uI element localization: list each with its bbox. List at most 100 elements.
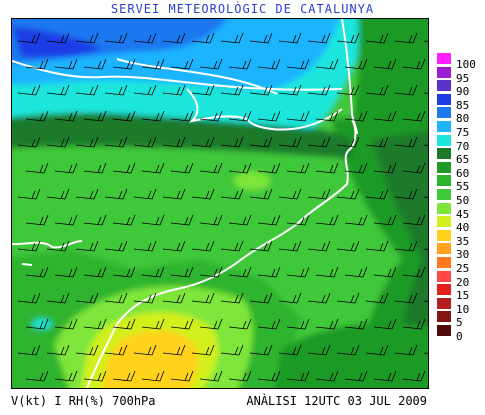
wind-barb: [191, 344, 215, 356]
wind-barb: [75, 344, 99, 356]
wind-barb: [373, 318, 397, 330]
wind-barb: [365, 84, 389, 96]
wind-barb: [373, 162, 397, 174]
wind-barb: [394, 32, 418, 44]
wind-barb: [162, 188, 186, 200]
wind-barb: [54, 214, 78, 226]
wind-barb: [307, 292, 331, 304]
legend-swatch: [437, 325, 451, 336]
wind-barb: [54, 58, 78, 70]
wind-barb: [46, 240, 70, 252]
wind-barb: [307, 188, 331, 200]
wind-barb: [141, 58, 165, 70]
humidity-field: [12, 19, 428, 388]
wind-barb: [199, 58, 223, 70]
wind-barb: [220, 84, 244, 96]
wind-barb: [402, 110, 426, 122]
wind-barb: [133, 32, 157, 44]
wind-barb: [83, 58, 107, 70]
legend-label: 90: [456, 85, 470, 99]
wind-barb: [17, 240, 41, 252]
legend-swatch: [437, 107, 451, 119]
legend-label: 55: [456, 180, 470, 194]
wind-barb: [286, 266, 310, 278]
wind-barb: [307, 136, 331, 148]
legend-swatch: [437, 284, 451, 296]
wind-barb: [307, 344, 331, 356]
wind-barb: [112, 370, 136, 382]
legend-swatch: [437, 229, 451, 241]
wind-barb: [228, 266, 252, 278]
legend-label: 30: [456, 248, 470, 262]
wind-barb: [170, 318, 194, 330]
legend-label: 75: [456, 126, 470, 139]
legend-swatch: [437, 134, 451, 146]
wind-barb: [249, 292, 273, 304]
wind-barb: [278, 84, 302, 96]
wind-barb: [278, 292, 302, 304]
legend-swatch: [437, 297, 451, 309]
wind-barb: [75, 136, 99, 148]
wind-barb: [257, 58, 281, 70]
wind-barb: [220, 344, 244, 356]
wind-barb: [402, 370, 426, 382]
variable-caption: V(kt) I RH(%) 700hPa: [11, 394, 156, 408]
wind-barb: [402, 318, 426, 330]
wind-barb: [199, 110, 223, 122]
wind-barb: [83, 266, 107, 278]
legend-label: 50: [456, 194, 470, 207]
wind-barb: [394, 240, 418, 252]
legend-label: 20: [456, 275, 470, 289]
wind-barb: [228, 318, 252, 330]
wind-barb: [286, 110, 310, 122]
wind-barb: [315, 58, 339, 70]
wind-barb: [394, 136, 418, 148]
legend-label: 0: [456, 330, 463, 343]
wind-barb: [365, 136, 389, 148]
wind-barb: [286, 318, 310, 330]
legend-swatch: [437, 202, 451, 214]
wind-barb: [191, 240, 215, 252]
wind-barb: [54, 370, 78, 382]
wind-barb: [257, 318, 281, 330]
analysis-caption: ANÀLISI 12UTC 03 JUL 2009: [246, 394, 427, 408]
wind-barb: [315, 266, 339, 278]
wind-barb: [83, 214, 107, 226]
wind-barb: [220, 292, 244, 304]
wind-barb: [162, 292, 186, 304]
wind-barb: [278, 240, 302, 252]
wind-barb: [336, 136, 360, 148]
wind-barb: [25, 110, 49, 122]
wind-barb: [162, 136, 186, 148]
wind-barb: [25, 162, 49, 174]
wind-barb: [249, 136, 273, 148]
legend-label: 95: [456, 71, 470, 85]
wind-barb: [162, 240, 186, 252]
wind-barb: [286, 214, 310, 226]
wind-barb: [228, 370, 252, 382]
wind-barb: [112, 162, 136, 174]
wind-barb: [199, 370, 223, 382]
wind-barb: [104, 136, 128, 148]
legend-label: 10: [456, 302, 470, 316]
wind-barb: [104, 240, 128, 252]
legend-label: 25: [456, 262, 470, 275]
wind-barb: [170, 58, 194, 70]
wind-barb: [46, 344, 70, 356]
wind-barb: [25, 58, 49, 70]
wind-barb: [104, 188, 128, 200]
wind-barb: [286, 370, 310, 382]
wind-barb: [402, 58, 426, 70]
wind-barb: [191, 84, 215, 96]
wind-barb: [141, 370, 165, 382]
wind-barb: [191, 32, 215, 44]
map-canvas: [12, 19, 428, 388]
wind-barb: [344, 266, 368, 278]
wind-barbs: [17, 32, 428, 382]
wind-barb: [394, 344, 418, 356]
wind-barb: [344, 162, 368, 174]
wind-barb: [249, 188, 273, 200]
wind-barb: [307, 84, 331, 96]
wind-barb: [365, 292, 389, 304]
wind-barb: [344, 318, 368, 330]
